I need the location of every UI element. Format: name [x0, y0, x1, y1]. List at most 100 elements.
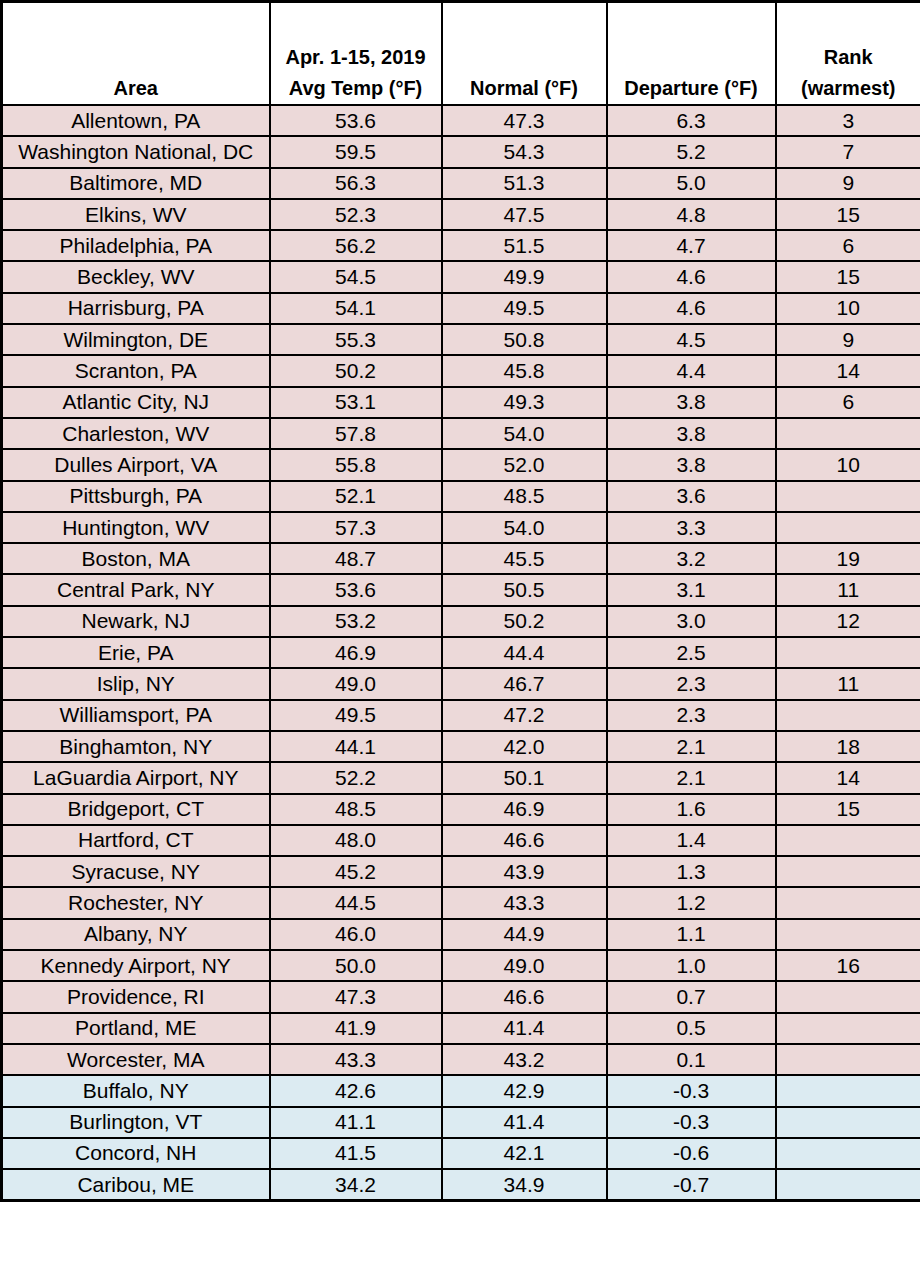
cell-avg-temp: 53.6	[270, 105, 442, 136]
cell-avg-temp: 48.5	[270, 794, 442, 825]
cell-normal: 47.3	[442, 105, 607, 136]
table-row: Williamsport, PA49.547.22.3	[2, 700, 920, 731]
header-line2: Area	[3, 73, 269, 104]
table-row: Atlantic City, NJ53.149.33.86	[2, 387, 920, 418]
table-row: LaGuardia Airport, NY52.250.12.114	[2, 762, 920, 793]
cell-rank: 10	[776, 449, 920, 480]
table-row: Buffalo, NY42.642.9-0.3	[2, 1075, 920, 1106]
cell-area: Huntington, WV	[2, 512, 270, 543]
cell-avg-temp: 53.6	[270, 574, 442, 605]
cell-normal: 41.4	[442, 1013, 607, 1044]
table-row: Harrisburg, PA54.149.54.610	[2, 293, 920, 324]
header-line2: (warmest)	[777, 73, 920, 104]
cell-avg-temp: 50.0	[270, 950, 442, 981]
cell-departure: 1.2	[607, 887, 776, 918]
cell-normal: 48.5	[442, 481, 607, 512]
cell-area: Syracuse, NY	[2, 856, 270, 887]
cell-rank: 15	[776, 794, 920, 825]
cell-departure: 5.0	[607, 168, 776, 199]
cell-rank: 7	[776, 136, 920, 167]
cell-avg-temp: 54.5	[270, 261, 442, 292]
cell-normal: 49.0	[442, 950, 607, 981]
cell-departure: 2.3	[607, 668, 776, 699]
cell-avg-temp: 42.6	[270, 1075, 442, 1106]
cell-area: Baltimore, MD	[2, 168, 270, 199]
cell-departure: 3.8	[607, 449, 776, 480]
cell-normal: 46.9	[442, 794, 607, 825]
cell-departure: 3.1	[607, 574, 776, 605]
cell-departure: 0.1	[607, 1044, 776, 1075]
table-row: Syracuse, NY45.243.91.3	[2, 856, 920, 887]
table-row: Binghamton, NY44.142.02.118	[2, 731, 920, 762]
cell-avg-temp: 43.3	[270, 1044, 442, 1075]
cell-normal: 34.9	[442, 1169, 607, 1201]
cell-avg-temp: 46.0	[270, 919, 442, 950]
cell-avg-temp: 48.0	[270, 825, 442, 856]
cell-rank: 6	[776, 230, 920, 261]
cell-rank: 15	[776, 261, 920, 292]
table-header: Area Apr. 1-15, 2019 Avg Temp (°F) Norma…	[2, 2, 920, 106]
table-row: Philadelphia, PA56.251.54.76	[2, 230, 920, 261]
cell-departure: 4.6	[607, 261, 776, 292]
cell-rank: 14	[776, 355, 920, 386]
cell-avg-temp: 48.7	[270, 543, 442, 574]
cell-rank	[776, 481, 920, 512]
cell-normal: 50.1	[442, 762, 607, 793]
cell-departure: 3.6	[607, 481, 776, 512]
cell-departure: 4.8	[607, 199, 776, 230]
cell-avg-temp: 45.2	[270, 856, 442, 887]
cell-rank	[776, 919, 920, 950]
cell-normal: 43.3	[442, 887, 607, 918]
table-row: Rochester, NY44.543.31.2	[2, 887, 920, 918]
table-row: Bridgeport, CT48.546.91.615	[2, 794, 920, 825]
cell-departure: 1.1	[607, 919, 776, 950]
cell-area: Binghamton, NY	[2, 731, 270, 762]
cell-rank	[776, 512, 920, 543]
column-header-normal: Normal (°F)	[442, 2, 607, 106]
cell-normal: 45.8	[442, 355, 607, 386]
cell-normal: 46.6	[442, 981, 607, 1012]
table-row: Central Park, NY53.650.53.111	[2, 574, 920, 605]
cell-rank	[776, 1013, 920, 1044]
cell-avg-temp: 41.1	[270, 1107, 442, 1138]
cell-departure: 2.5	[607, 637, 776, 668]
cell-normal: 51.3	[442, 168, 607, 199]
table-row: Kennedy Airport, NY50.049.01.016	[2, 950, 920, 981]
cell-avg-temp: 41.9	[270, 1013, 442, 1044]
cell-normal: 49.3	[442, 387, 607, 418]
cell-area: Elkins, WV	[2, 199, 270, 230]
cell-avg-temp: 56.2	[270, 230, 442, 261]
table-body: Allentown, PA53.647.36.33Washington Nati…	[2, 105, 920, 1201]
cell-area: Rochester, NY	[2, 887, 270, 918]
table-row: Washington National, DC59.554.35.27	[2, 136, 920, 167]
cell-rank	[776, 1075, 920, 1106]
cell-area: Worcester, MA	[2, 1044, 270, 1075]
cell-area: Burlington, VT	[2, 1107, 270, 1138]
cell-normal: 43.2	[442, 1044, 607, 1075]
cell-area: Beckley, WV	[2, 261, 270, 292]
cell-normal: 42.0	[442, 731, 607, 762]
cell-departure: 0.5	[607, 1013, 776, 1044]
cell-departure: 3.8	[607, 418, 776, 449]
table-row: Beckley, WV54.549.94.615	[2, 261, 920, 292]
cell-area: Boston, MA	[2, 543, 270, 574]
cell-rank: 16	[776, 950, 920, 981]
table-row: Providence, RI47.346.60.7	[2, 981, 920, 1012]
cell-departure: 3.8	[607, 387, 776, 418]
cell-departure: 1.4	[607, 825, 776, 856]
cell-normal: 43.9	[442, 856, 607, 887]
cell-departure: 4.6	[607, 293, 776, 324]
cell-departure: 1.6	[607, 794, 776, 825]
cell-area: Newark, NJ	[2, 606, 270, 637]
cell-area: Hartford, CT	[2, 825, 270, 856]
cell-rank: 11	[776, 574, 920, 605]
header-line2: Avg Temp (°F)	[271, 73, 441, 104]
cell-avg-temp: 46.9	[270, 637, 442, 668]
cell-rank: 19	[776, 543, 920, 574]
cell-rank: 9	[776, 324, 920, 355]
cell-normal: 44.9	[442, 919, 607, 950]
cell-area: Bridgeport, CT	[2, 794, 270, 825]
table-row: Islip, NY49.046.72.311	[2, 668, 920, 699]
cell-area: Allentown, PA	[2, 105, 270, 136]
cell-avg-temp: 55.8	[270, 449, 442, 480]
